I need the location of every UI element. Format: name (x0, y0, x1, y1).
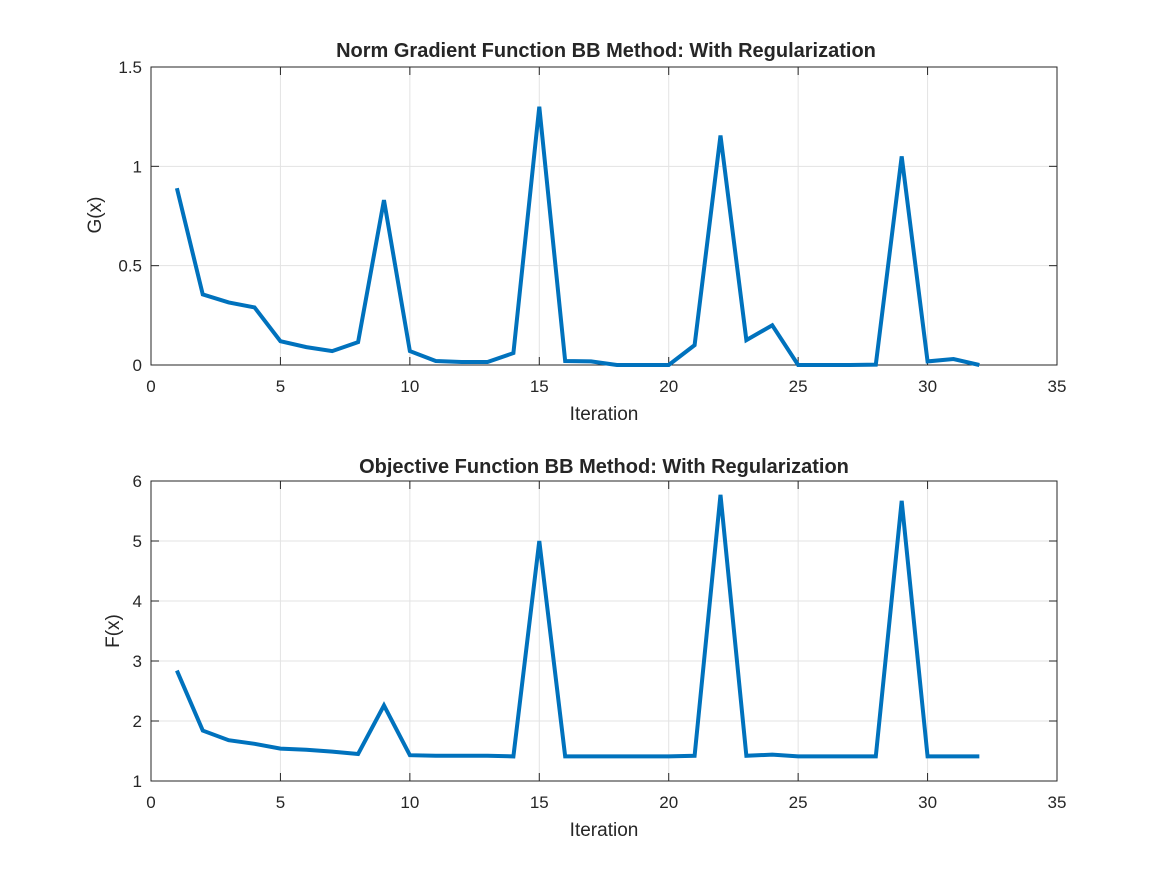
x-tick-label: 30 (918, 377, 937, 396)
x-tick-label: 10 (400, 377, 419, 396)
objective-function-chart: Objective Function BB Method: With Regul… (103, 456, 1066, 841)
y-tick-label: 4 (133, 592, 142, 611)
x-tick-label: 0 (146, 793, 155, 812)
series-line (174, 106, 980, 367)
x-tick-label: 5 (276, 793, 285, 812)
y-tick-label: 0 (133, 356, 142, 375)
gradient-chart-title: Norm Gradient Function BB Method: With R… (336, 40, 876, 62)
x-tick-label: 20 (659, 377, 678, 396)
series-line (175, 494, 980, 759)
y-tick-label: 3 (133, 652, 142, 671)
gradient-chart-ylabel: G(x) (85, 197, 106, 234)
y-tick-label: 0.5 (118, 257, 142, 276)
gradient-chart-xlabel: Iteration (570, 404, 639, 425)
x-tick-label: 35 (1048, 377, 1067, 396)
y-tick-label: 1 (133, 772, 142, 791)
gradient-norm-chart: Norm Gradient Function BB Method: With R… (85, 40, 1066, 425)
plot-area (151, 481, 1057, 781)
y-tick-label: 6 (133, 472, 142, 491)
x-tick-label: 10 (400, 793, 419, 812)
plot-area (151, 67, 1057, 365)
x-tick-label: 35 (1048, 793, 1067, 812)
x-tick-label: 15 (530, 793, 549, 812)
y-tick-label: 1.5 (118, 58, 142, 77)
y-tick-label: 5 (133, 532, 142, 551)
y-tick-label: 1 (133, 157, 142, 176)
x-tick-label: 15 (530, 377, 549, 396)
y-tick-label: 2 (133, 712, 142, 731)
x-tick-label: 30 (918, 793, 937, 812)
objective-chart-xlabel: Iteration (570, 820, 639, 841)
axes-box (150, 480, 1058, 782)
x-tick-label: 20 (659, 793, 678, 812)
objective-chart-title: Objective Function BB Method: With Regul… (359, 456, 849, 478)
x-tick-label: 0 (146, 377, 155, 396)
x-tick-label: 25 (789, 793, 808, 812)
x-tick-label: 25 (789, 377, 808, 396)
x-tick-label: 5 (276, 377, 285, 396)
objective-chart-ylabel: F(x) (103, 614, 124, 648)
